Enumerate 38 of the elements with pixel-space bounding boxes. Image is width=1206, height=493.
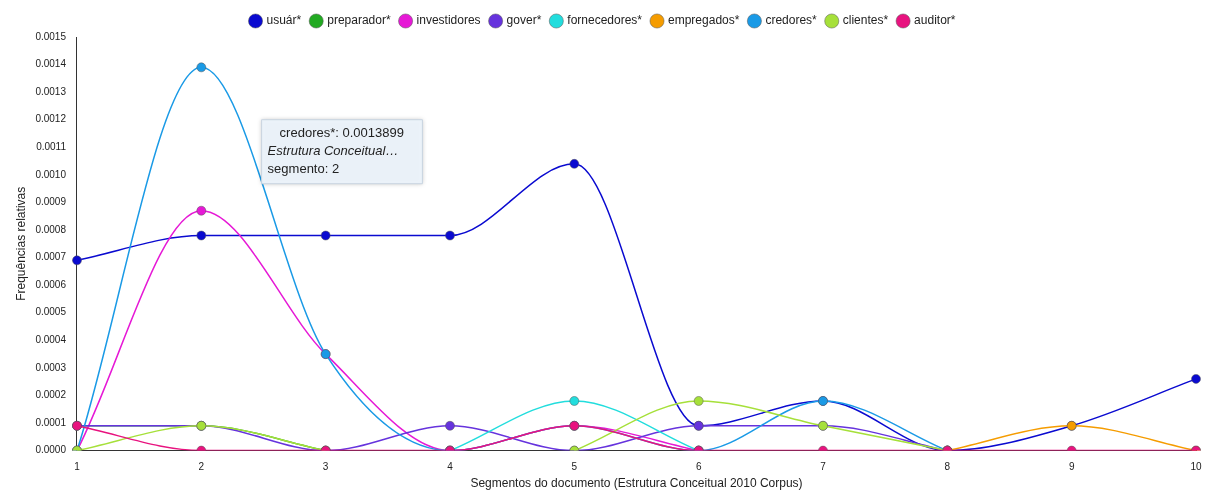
- x-tick-label: 6: [695, 461, 702, 473]
- legend-label: clientes*: [842, 13, 889, 28]
- legend-label: auditor*: [914, 13, 956, 28]
- x-tick-label: 9: [1068, 461, 1075, 473]
- y-axis-title: Frequências relativas: [13, 186, 28, 301]
- legend-label: investidores: [416, 13, 481, 28]
- y-tick-label: 0.0000: [35, 444, 67, 456]
- legend-label: fornecedores*: [567, 13, 643, 28]
- legend-label: preparador*: [327, 13, 391, 28]
- legend-label: usuár*: [266, 13, 302, 28]
- y-tick-label: 0.0013: [35, 85, 67, 97]
- y-tick-label: 0.0003: [35, 361, 67, 373]
- x-axis-title: Segmentos do documento (Estrutura Conceitual 2010 Corpus): [470, 476, 803, 491]
- x-tick-label: 8: [944, 461, 951, 473]
- y-tick-label: 0.0007: [35, 251, 67, 263]
- y-tick-label: 0.0006: [35, 278, 67, 290]
- legend-label: gover*: [506, 13, 542, 28]
- y-tick-label: 0.0010: [35, 168, 67, 180]
- y-tick-label: 0.0009: [35, 196, 67, 208]
- y-tick-label: 0.0002: [35, 389, 67, 401]
- y-tick-label: 0.0005: [35, 306, 67, 318]
- legend-label: credores*: [765, 13, 818, 28]
- x-tick-label: 1: [74, 461, 81, 473]
- legend-label: empregados*: [668, 13, 740, 28]
- x-tick-label: 10: [1190, 461, 1202, 473]
- x-tick-label: 2: [198, 461, 205, 473]
- x-tick-label: 7: [820, 461, 827, 473]
- y-tick-label: 0.0012: [35, 113, 67, 125]
- y-tick-label: 0.0014: [35, 58, 67, 70]
- y-tick-label: 0.0008: [35, 223, 67, 235]
- y-tick-label: 0.0015: [35, 30, 67, 42]
- x-tick-label: 4: [447, 461, 454, 473]
- y-tick-label: 0.0001: [35, 416, 67, 428]
- x-tick-label: 5: [571, 461, 578, 473]
- y-tick-label: 0.0004: [35, 334, 67, 346]
- annotation: credores*: 0.0013899 Estrutura Conceitual… segmento: 2: [267, 125, 404, 177]
- y-tick-label: 0.0011: [36, 141, 67, 153]
- x-tick-label: 3: [322, 461, 329, 473]
